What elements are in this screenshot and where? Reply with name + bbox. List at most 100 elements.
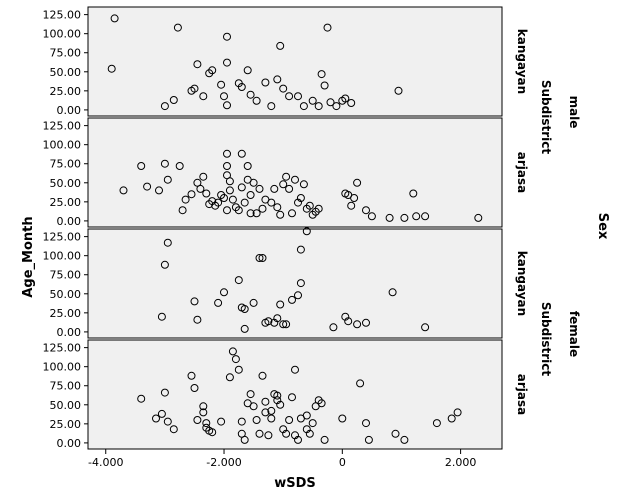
panel-male-arjasa	[87, 117, 503, 228]
strip-label-sex: male	[567, 96, 581, 129]
data-point	[255, 184, 264, 193]
data-point	[258, 371, 267, 380]
data-point	[288, 393, 296, 402]
data-point	[107, 64, 116, 73]
x-tick-label: 0	[339, 456, 346, 469]
data-point	[261, 78, 270, 87]
data-point	[302, 411, 311, 420]
data-point	[296, 194, 305, 202]
strip-label-sex: female	[567, 311, 581, 357]
data-point	[217, 80, 226, 89]
data-point	[220, 288, 228, 297]
data-point	[246, 390, 255, 399]
data-point	[299, 180, 308, 189]
y-tick-label: 75.00	[50, 269, 82, 282]
data-point	[282, 429, 291, 438]
x-tick-label: -2.000	[206, 456, 241, 469]
data-point	[347, 99, 356, 107]
x-tick-label: -4.000	[88, 456, 123, 469]
data-point	[391, 429, 400, 438]
data-point	[249, 298, 258, 307]
data-point	[199, 402, 208, 411]
data-point	[367, 212, 376, 221]
data-point	[362, 419, 370, 428]
data-point	[279, 320, 288, 329]
data-point	[208, 66, 217, 75]
data-point	[169, 96, 178, 104]
data-point	[323, 23, 332, 32]
data-point	[187, 190, 196, 199]
data-point	[258, 204, 267, 213]
data-point	[160, 159, 169, 168]
data-point	[305, 201, 314, 210]
data-point	[302, 227, 311, 236]
data-point	[276, 400, 285, 409]
data-point	[341, 94, 350, 103]
strip-label-subdistrict: kangayan	[515, 251, 529, 316]
x-tick-label: 2.000	[445, 456, 477, 469]
strip-labels: kangayan arjasa kangayan arjasa Subdistrict m…	[515, 29, 581, 415]
data-point	[252, 96, 261, 105]
data-point	[400, 213, 409, 222]
data-point	[320, 81, 329, 90]
y-tick-label: 25.00	[50, 418, 82, 431]
y-axis: 0.00 25.00 50.00 75.00 100.00 125.00 0.00 25.00…	[43, 9, 88, 450]
y-tick-label: 100.00	[43, 361, 82, 374]
data-point	[264, 431, 273, 440]
data-point	[249, 178, 258, 187]
data-point	[317, 399, 326, 408]
data-point	[243, 162, 252, 170]
data-point	[155, 186, 163, 195]
y-tick-label: 0.00	[57, 104, 82, 117]
data-point	[190, 84, 199, 93]
data-point	[193, 315, 202, 324]
data-point	[199, 92, 208, 101]
data-point	[273, 203, 282, 212]
data-point	[362, 318, 370, 327]
data-point	[223, 149, 231, 158]
data-point	[288, 209, 296, 218]
y-tick-label: 50.00	[50, 66, 82, 79]
data-point	[240, 198, 249, 207]
data-point	[181, 195, 190, 204]
strip-label-subdistrict: arjasa	[515, 374, 529, 415]
data-point	[447, 414, 456, 423]
data-point	[362, 206, 370, 215]
data-point	[267, 414, 276, 423]
data-point	[169, 425, 178, 434]
data-point	[338, 414, 347, 423]
data-point	[270, 184, 279, 193]
data-point	[234, 276, 243, 285]
data-point	[249, 402, 258, 411]
data-point	[237, 83, 246, 91]
data-point	[474, 213, 483, 222]
strip-label-subdistrict-group: Subdistrict	[539, 80, 553, 155]
panels	[87, 6, 503, 450]
data-point	[364, 435, 373, 444]
panel-male-kangayan	[87, 6, 503, 117]
data-point	[228, 347, 237, 356]
data-point	[190, 297, 199, 306]
data-point	[294, 435, 302, 444]
data-point	[234, 206, 243, 215]
data-point	[296, 245, 305, 254]
data-point	[225, 373, 234, 382]
facet-outer-title: Sex	[595, 213, 610, 240]
data-point	[157, 312, 166, 321]
data-point	[234, 365, 243, 374]
data-point	[400, 435, 409, 444]
data-point	[137, 162, 146, 170]
data-point	[220, 92, 228, 101]
data-point	[308, 96, 317, 105]
data-point	[160, 102, 169, 111]
data-point	[246, 191, 255, 199]
x-axis: -4.000 -2.000 0 2.000	[88, 449, 476, 469]
data-point	[187, 371, 196, 380]
data-point	[223, 171, 231, 180]
data-point	[273, 314, 282, 323]
y-tick-label: 100.00	[43, 250, 82, 263]
data-point	[152, 414, 160, 423]
data-point	[252, 416, 261, 424]
data-point	[296, 279, 305, 288]
data-point	[385, 213, 394, 222]
